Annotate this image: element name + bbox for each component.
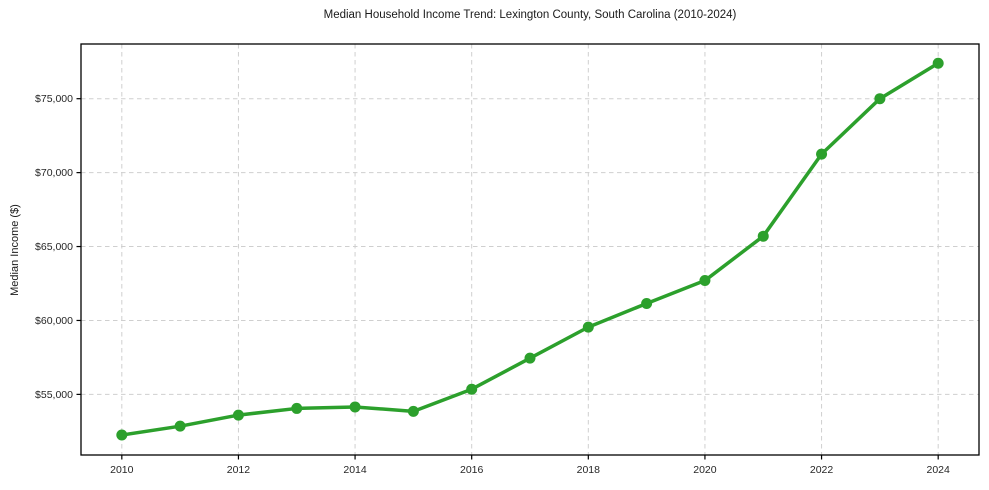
data-point [407, 405, 419, 417]
x-tick-label: 2020 [693, 464, 717, 476]
chart-title: Median Household Income Trend: Lexington… [323, 9, 737, 21]
x-tick-label: 2012 [227, 464, 251, 476]
x-tick-label: 2016 [460, 464, 484, 476]
data-point [874, 93, 886, 105]
data-point [524, 352, 536, 364]
x-tick-label: 2014 [343, 464, 367, 476]
x-tick-label: 2022 [810, 464, 834, 476]
y-tick-label: $70,000 [35, 167, 73, 179]
x-tick-label: 2010 [110, 464, 134, 476]
trend-line [120, 61, 940, 437]
data-point [174, 420, 186, 432]
data-point [582, 321, 594, 333]
data-point [349, 401, 361, 413]
data-point [291, 402, 303, 414]
data-point [116, 429, 128, 441]
y-tick-label: $75,000 [35, 93, 73, 105]
y-tick-label: $55,000 [35, 389, 73, 401]
plot-border [80, 43, 980, 456]
data-point [932, 57, 944, 69]
y-tick-label: $60,000 [35, 315, 73, 327]
x-tick-label: 2018 [577, 464, 601, 476]
x-tick-label: 2024 [927, 464, 951, 476]
data-point [757, 230, 769, 242]
data-point [699, 275, 711, 287]
data-point [816, 148, 828, 160]
data-point [641, 297, 653, 309]
data-point [232, 409, 244, 421]
y-tick-label: $65,000 [35, 241, 73, 253]
data-point [466, 383, 478, 395]
